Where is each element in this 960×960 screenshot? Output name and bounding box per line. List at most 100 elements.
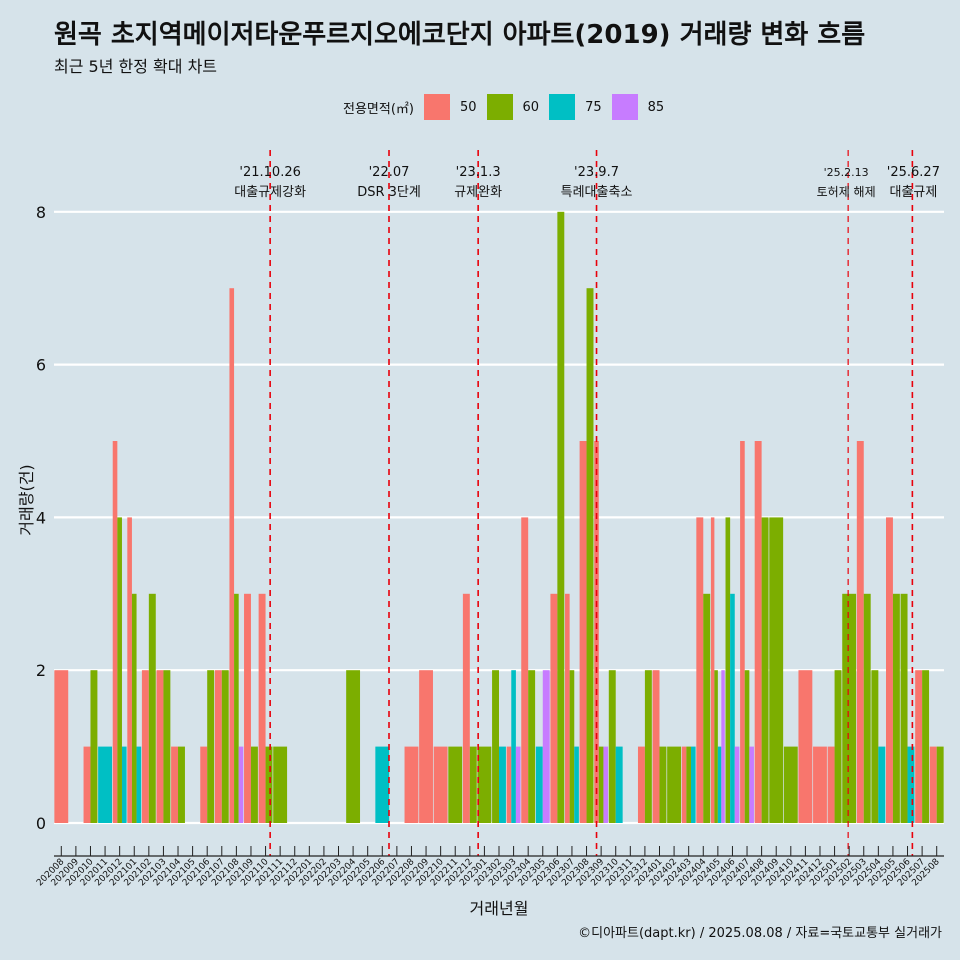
bar-60-202306 [557,211,565,824]
bar-50-202401 [652,670,660,823]
bar-60-202101 [131,593,137,823]
legend-key-75 [549,94,576,120]
bar-50-202312 [637,746,645,823]
chart-caption: ©디아파트(dapt.kr) / 2025.08.08 / 자료=국토교통부 실… [578,926,942,941]
bar-50-202209 [419,670,433,823]
legend-item-85: 85 [611,94,664,120]
bar-60-202407 [744,670,750,823]
event-date-label: '23.9.7 [574,165,619,180]
event-date-label: '25.2.13 [824,166,869,179]
bar-60-202308 [586,288,594,823]
event-label: 규제완화 [454,185,502,200]
bar-50-202501 [827,746,835,823]
bar-60-202312 [644,670,652,823]
bar-60-202108 [234,593,239,823]
bar-60-202302 [492,670,499,823]
bar-75-202302 [499,746,506,823]
bar-60-202106 [207,670,215,823]
event-label: 대출규제 [889,185,937,200]
bar-60-202110 [265,746,273,823]
chart-title: 원곡 초지역메이저타운푸르지오에코단지 아파트(2019) 거래량 변화 흐름 [54,20,866,50]
bar-50-202106 [200,746,208,823]
event-label: 토허제 해제 [817,185,876,199]
bar-50-202405 [710,517,715,823]
bar-50-202208 [404,746,419,823]
bar-50-202010 [83,746,91,823]
bar-50-202108 [229,288,235,823]
bar-50-202303 [506,746,512,823]
legend-key-85 [611,94,638,120]
bar-60-202107 [221,670,229,823]
bar-60-202310 [608,670,616,823]
bar-50-202403 [681,746,687,823]
bar-50-202210 [433,746,448,823]
bar-50-202104 [171,746,179,823]
bar-50-202109 [244,593,251,823]
bar-60-202211 [448,746,463,823]
bar-50-202411 [798,670,813,823]
bar-50-202107 [214,670,222,823]
bar-50-202102 [141,670,149,823]
y-axis-title: 거래량(건) [17,464,36,535]
event-label: 대출규제강화 [234,185,306,200]
bar-85-202407 [749,746,754,823]
bar-85-202406 [734,746,740,823]
legend-key-50 [423,94,450,120]
bar-75-202403 [690,746,696,823]
event-date-label: '21.10.26 [239,165,300,180]
bar-60-202204 [346,670,361,823]
bar-60-202304 [528,670,536,823]
bar-50-202308 [579,441,587,823]
bar-60-202212 [469,746,477,823]
bar-50-202306 [550,593,558,823]
bar-50-202503 [856,441,864,823]
bar-60-202401 [659,746,667,823]
bar-50-202407 [740,441,745,823]
bar-60-202504 [871,670,879,823]
bar-50-202412 [813,746,827,823]
event-date-label: '22.07 [369,165,410,180]
y-tick-label: 2 [36,661,46,680]
legend-key-60 [486,94,513,120]
bar-50-202404 [696,517,704,823]
bar-60-202502 [842,593,857,823]
bar-85-202303 [515,746,521,823]
bar-50-202012 [112,441,118,823]
y-tick-label: 6 [36,356,46,375]
bar-60-202301 [477,746,492,823]
bar-85-202309 [603,746,609,823]
bar-60-202408 [761,517,769,823]
bar-60-202503 [863,593,871,823]
legend-item-50: 50 [423,94,477,120]
bar-50-202110 [258,593,266,823]
event-date-label: '23.1.3 [456,165,501,180]
bar-50-202304 [521,517,529,823]
bar-75-202506 [907,746,915,823]
bar-50-202307 [565,593,570,823]
bar-60-202406 [725,517,731,823]
event-date-label: '25.6.27 [887,165,940,180]
legend-label-60: 60 [522,99,540,115]
bar-60-202507 [922,670,930,823]
bar-50-202103 [156,670,164,823]
bar-75-202405 [717,746,722,823]
bar-60-202410 [783,746,798,823]
bar-60-202012 [117,517,122,823]
bar-60-202103 [163,670,171,823]
bar-75-202012 [121,746,127,823]
x-axis-title: 거래년월 [470,899,529,918]
event-label: 특례대출축소 [561,185,633,200]
bar-50-202508 [929,746,937,823]
bar-50-202008 [54,670,69,823]
bar-85-202405 [721,670,725,823]
bar-60-202102 [148,593,156,823]
bar-60-202403 [686,746,691,823]
bar-75-202307 [574,746,579,823]
bar-60-202307 [569,670,575,823]
chart-subtitle: 최근 5년 한정 확대 차트 [54,57,218,76]
bar-75-202206 [375,746,390,823]
bar-60-202109 [250,746,258,823]
legend-label-75: 75 [585,99,602,115]
bar-50-202505 [886,517,893,823]
